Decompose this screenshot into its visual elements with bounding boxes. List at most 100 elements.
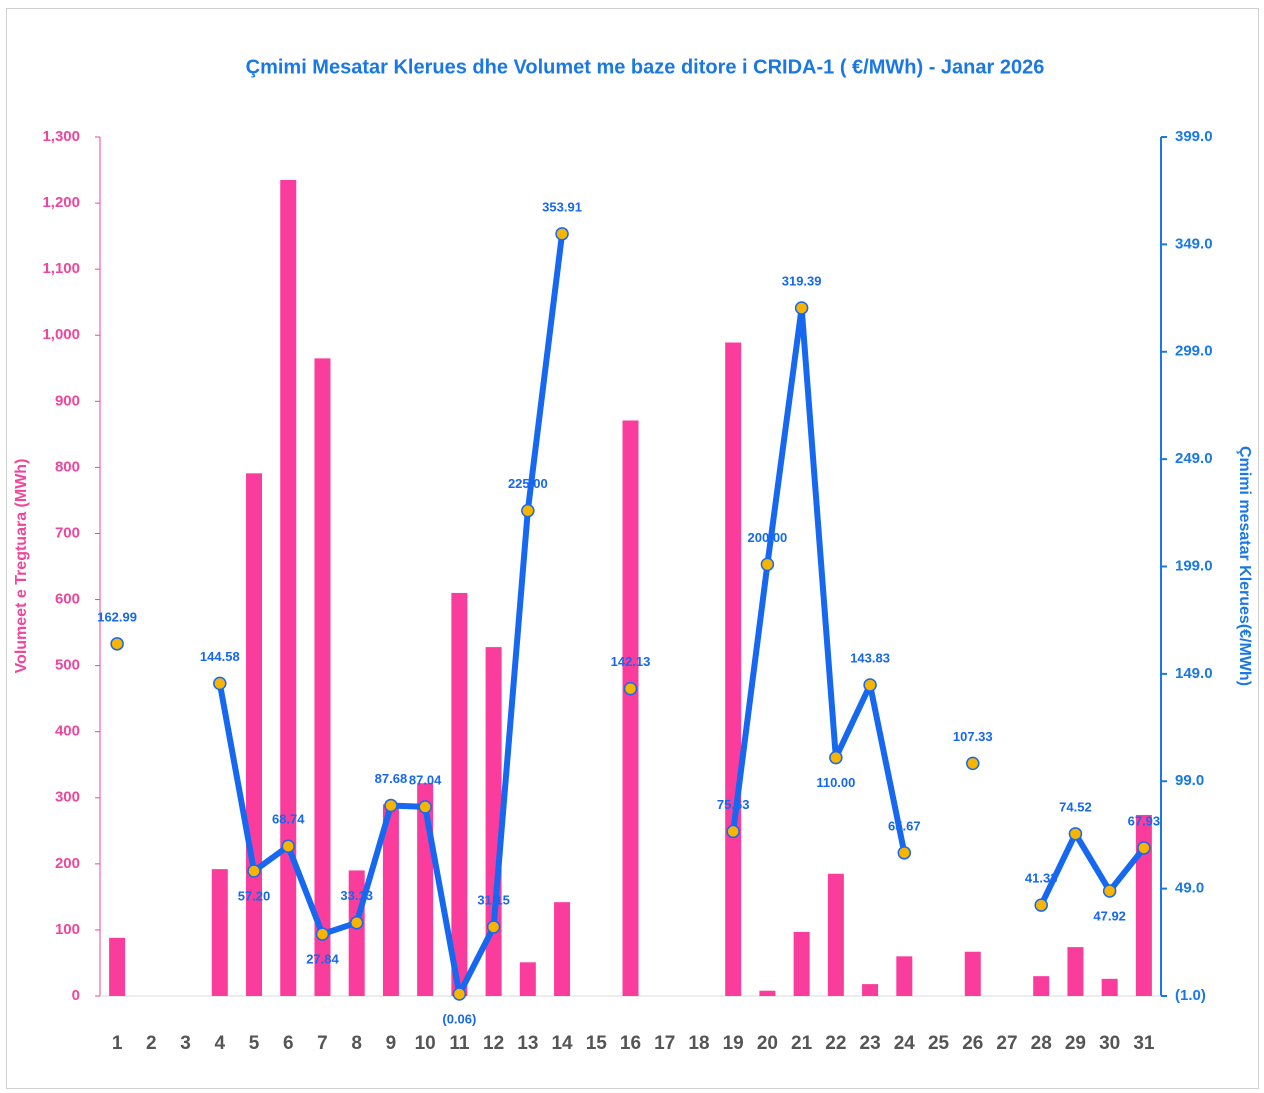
price-marker [213, 676, 227, 691]
data-label: 162.99 [97, 609, 137, 624]
price-line [1038, 830, 1147, 907]
price-marker [281, 839, 295, 853]
data-label: 31.15 [477, 892, 510, 907]
x-tick-label: 25 [928, 1033, 950, 1054]
x-tick-label: 14 [551, 1033, 573, 1054]
bar [519, 962, 536, 996]
data-label: 144.58 [200, 649, 240, 664]
x-tick-label: 1 [112, 1033, 123, 1054]
data-label: 200.00 [748, 530, 788, 545]
data-label: 27.84 [306, 952, 339, 967]
y-tick-label: 1,000 [42, 326, 80, 343]
data-label: 68.74 [272, 812, 305, 827]
bar [1101, 978, 1118, 996]
price-marker [623, 681, 638, 696]
x-tick-label: 22 [825, 1033, 846, 1054]
bar [314, 358, 331, 997]
price-marker [349, 915, 364, 930]
x-tick-label: 20 [757, 1033, 778, 1054]
bar [382, 804, 399, 996]
x-tick-label: 9 [386, 1033, 397, 1054]
y-axis-label: Volumeet e Tregtuara (MWh) [13, 459, 30, 674]
data-label: 87.04 [409, 772, 442, 787]
price-marker [110, 637, 124, 651]
price-marker [863, 678, 877, 692]
y2-tick-label: 299.0 [1175, 343, 1213, 360]
bar [1067, 947, 1084, 996]
bar [622, 420, 639, 997]
bar [280, 179, 297, 996]
bar [964, 951, 981, 996]
y2-tick-label: 99.0 [1175, 772, 1204, 789]
data-label: 319.39 [782, 273, 822, 288]
data-label: 225.00 [508, 476, 548, 491]
price-marker [897, 846, 912, 860]
x-tick-label: 4 [215, 1033, 226, 1054]
price-marker [966, 756, 980, 771]
price-marker [418, 800, 432, 814]
x-tick-label: 12 [483, 1033, 504, 1054]
bar [554, 902, 571, 996]
x-tick-label: 21 [791, 1033, 813, 1054]
x-tick-label: 24 [894, 1033, 916, 1054]
price-marker [726, 824, 740, 839]
price-marker [1137, 841, 1151, 855]
y-tick-label: 700 [55, 524, 80, 541]
price-line [730, 304, 908, 854]
x-tick-label: 11 [449, 1033, 470, 1054]
y-tick-label: 1,300 [42, 128, 80, 145]
x-tick-label: 30 [1099, 1033, 1120, 1054]
y2-tick-label: 199.0 [1175, 557, 1213, 574]
y-tick-label: 400 [55, 723, 80, 740]
bar [246, 473, 263, 996]
y2-tick-label: 399.0 [1175, 128, 1213, 145]
x-tick-label: 31 [1133, 1033, 1155, 1054]
y-tick-label: 0 [72, 987, 80, 1004]
y-tick-label: 800 [55, 458, 80, 475]
data-label: 47.92 [1093, 908, 1126, 923]
y-tick-label: 300 [55, 789, 80, 806]
x-tick-label: 17 [654, 1033, 675, 1054]
x-tick-label: 23 [860, 1033, 881, 1054]
price-marker [794, 301, 809, 315]
x-tick-label: 28 [1031, 1033, 1052, 1054]
data-label: 57.20 [238, 888, 271, 903]
x-tick-label: 26 [962, 1033, 983, 1054]
price-marker [829, 750, 843, 765]
y2-axis-label: Çmimi mesatar Klerues(€/MWh) [1236, 446, 1253, 686]
bar [759, 990, 776, 996]
y-tick-label: 1,100 [42, 260, 80, 277]
bar [109, 937, 126, 996]
price-marker [315, 927, 330, 941]
bar [725, 342, 742, 996]
x-tick-label: 2 [146, 1033, 157, 1054]
bar [1033, 976, 1050, 996]
y-tick-label: 900 [55, 392, 80, 409]
x-tick-label: 13 [517, 1033, 538, 1054]
price-marker [384, 798, 398, 813]
x-tick-label: 16 [620, 1033, 641, 1054]
price-marker [247, 864, 261, 878]
price-marker [1034, 898, 1048, 912]
y2-tick-label: 249.0 [1175, 450, 1213, 467]
price-marker [1102, 884, 1117, 898]
data-label: 41.33 [1025, 871, 1058, 886]
y-tick-label: 600 [55, 591, 80, 608]
x-tick-label: 10 [415, 1033, 436, 1054]
y-tick-label: 1,200 [42, 194, 80, 211]
bar [1135, 814, 1152, 996]
bar [211, 869, 228, 996]
price-marker [555, 227, 569, 241]
x-tick-label: 15 [586, 1033, 608, 1054]
y-tick-label: 100 [55, 921, 80, 938]
data-label: 353.91 [542, 199, 582, 214]
price-marker [486, 920, 501, 934]
x-tick-label: 19 [723, 1033, 744, 1054]
x-tick-label: 27 [996, 1033, 1017, 1054]
x-tick-label: 18 [688, 1033, 709, 1054]
price-marker [452, 987, 467, 1001]
data-label: 65.67 [888, 818, 921, 833]
bar [862, 984, 879, 996]
bar [793, 931, 810, 996]
